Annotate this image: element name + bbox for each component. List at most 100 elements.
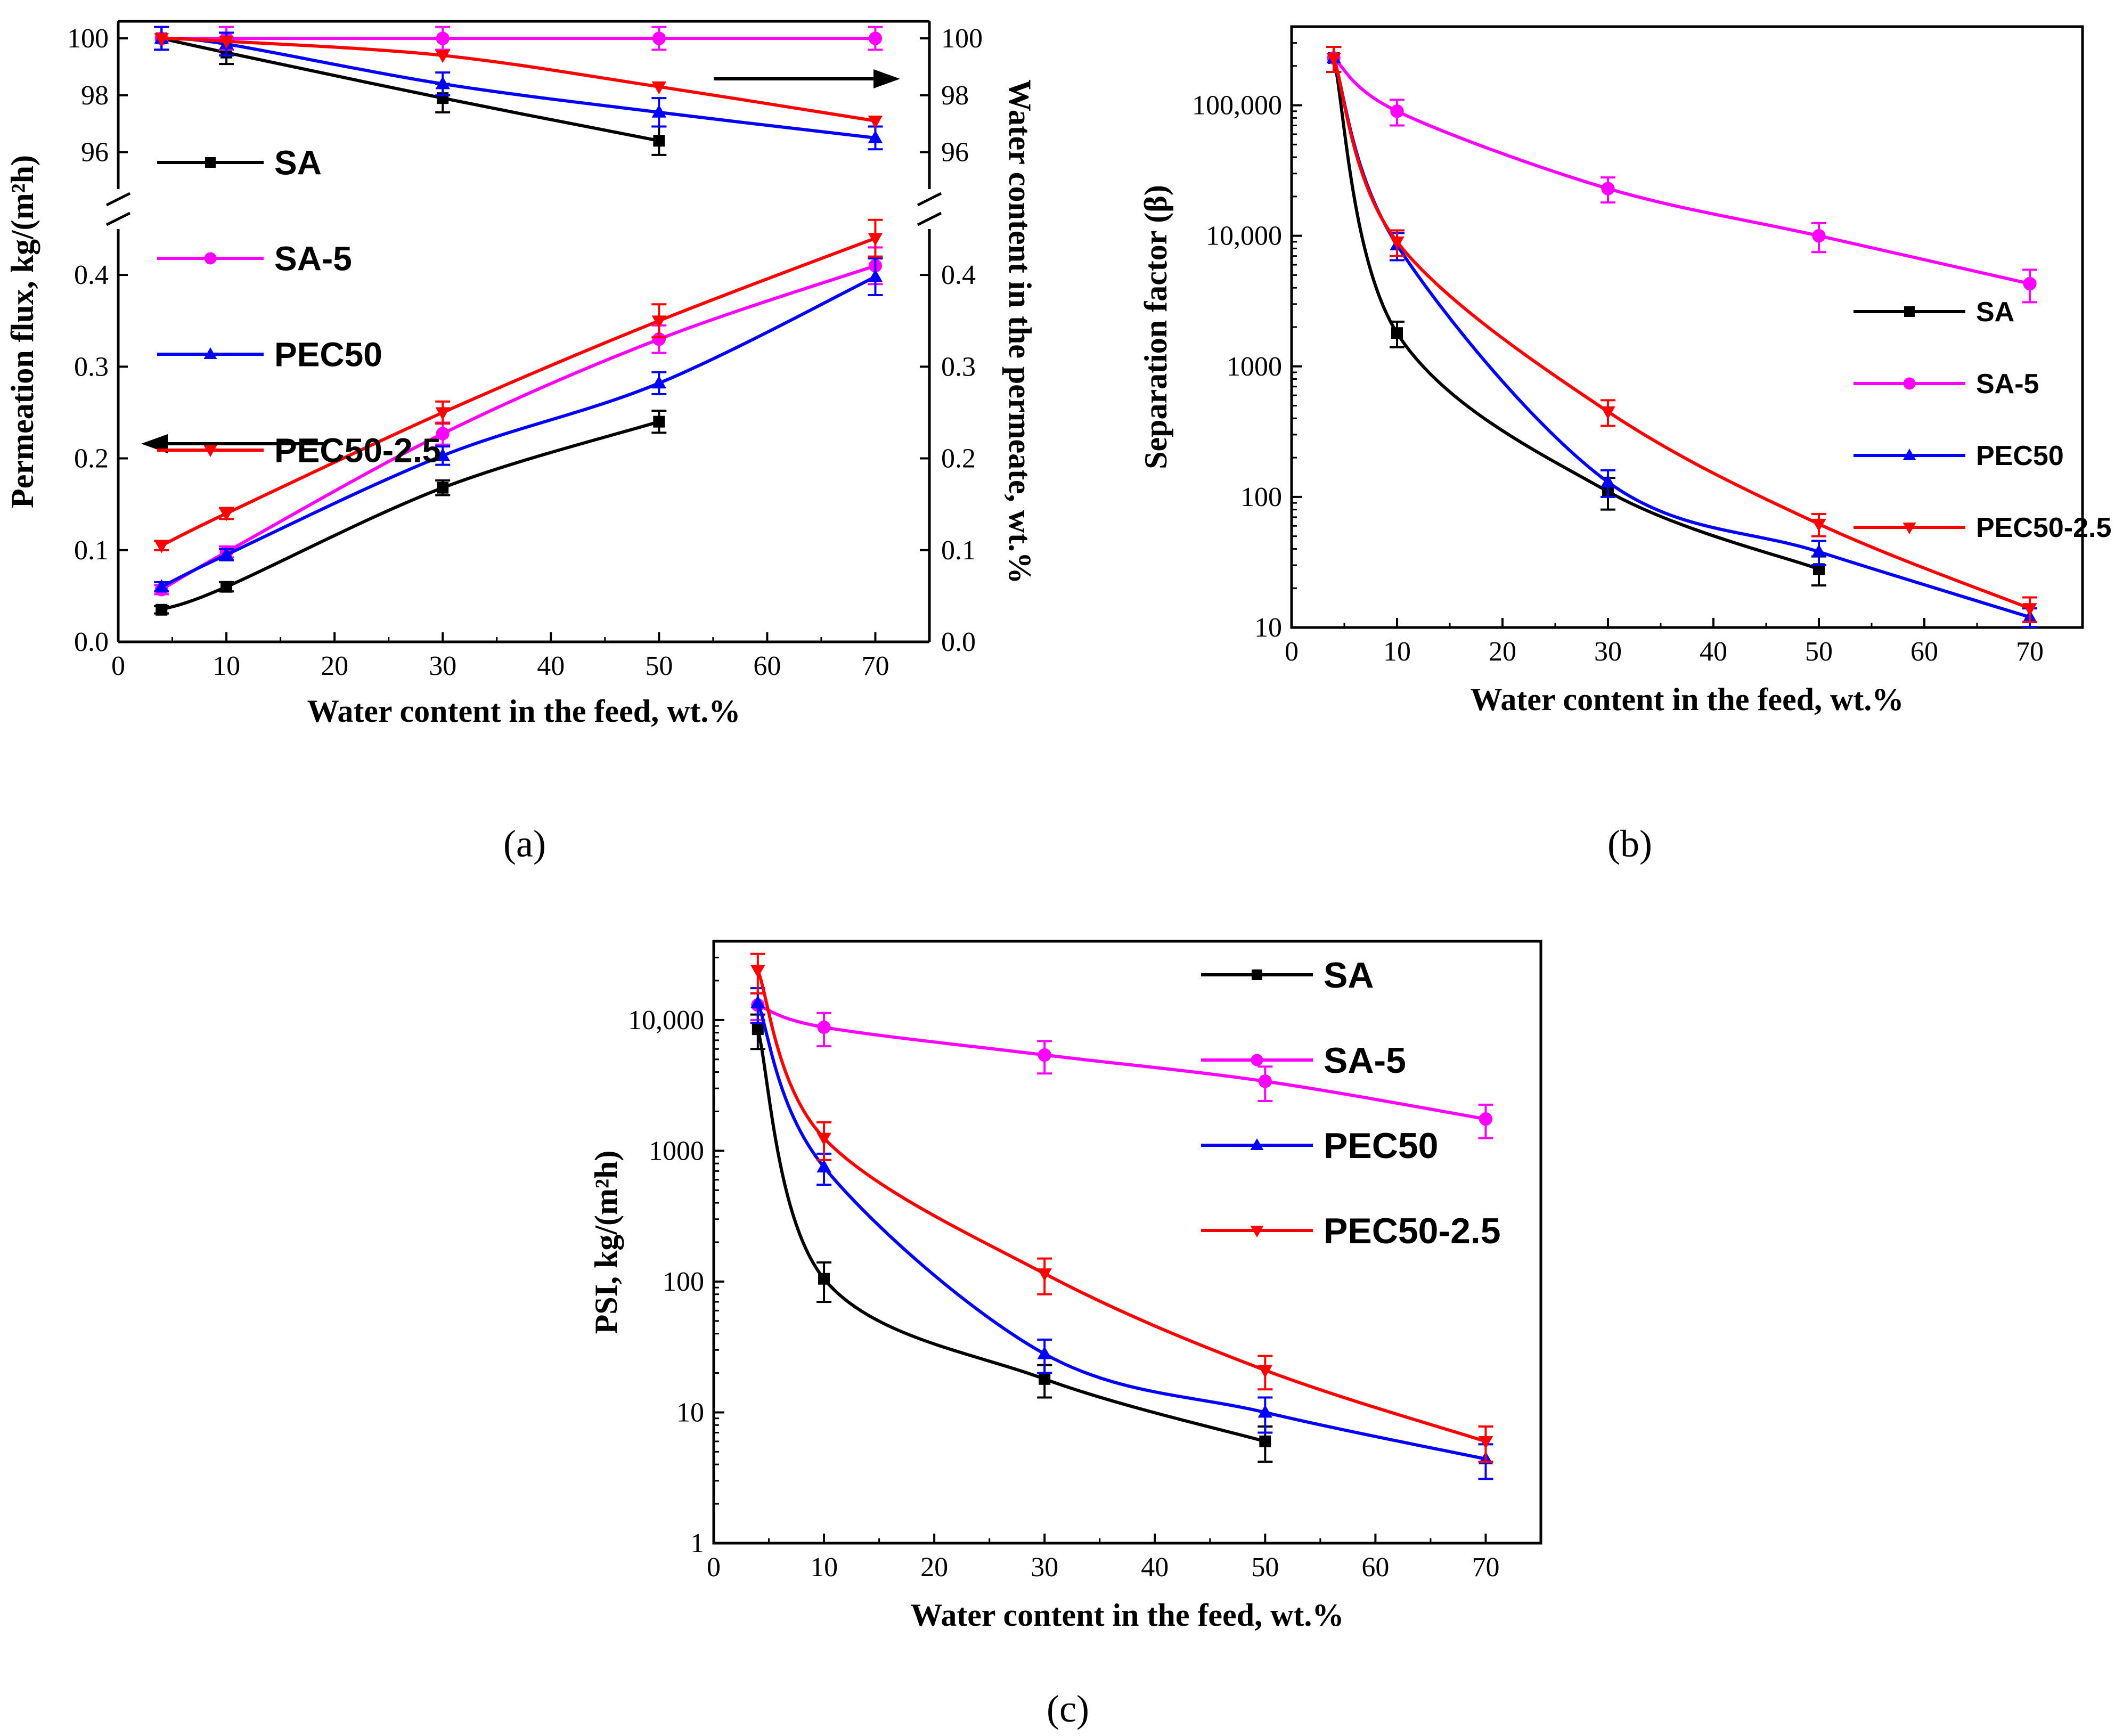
a-legend-marker-PEC50-2.5 (203, 445, 217, 457)
c-legend-label-PEC50-2.5: PEC50-2.5 (1324, 1211, 1501, 1251)
c-point-PEC50-2.5-0 (750, 965, 765, 978)
b-ytick-label-0: 10 (1254, 613, 1282, 643)
b-point-PEC50-2.5-3 (1811, 518, 1826, 532)
a-ytick-label-left-upper-2: 100 (67, 23, 109, 54)
a-ytick-label-right-lower-1: 0.1 (941, 535, 976, 566)
a-xtick-label-40: 40 (537, 651, 565, 681)
a-legend-label-SA-5: SA-5 (274, 239, 352, 278)
c-point-PEC50-2 (1037, 1346, 1052, 1359)
a-ytick-label-right-lower-0: 0.0 (941, 627, 976, 657)
a-ytick-label-left-upper-0: 96 (81, 137, 109, 168)
b-legend-marker-PEC50-2.5 (1902, 523, 1916, 534)
a-water-point-PEC50-4 (868, 130, 883, 143)
c-panel-label: (c) (1047, 1688, 1089, 1730)
b-ytick-label-3: 10,000 (1206, 221, 1282, 251)
a-ylabel-right: Water content in the permeate, wt.% (1002, 79, 1038, 584)
a-flux-point-PEC50-3 (651, 376, 667, 389)
c-point-PEC50-2.5-2 (1037, 1268, 1052, 1282)
b-point-PEC50-2.5-2 (1601, 406, 1615, 420)
a-flux-point-SA-2 (437, 482, 449, 494)
a-legend-marker-SA-5 (204, 252, 217, 265)
c-xtick-label-50: 50 (1251, 1552, 1279, 1583)
a-ytick-label-left-lower-3: 0.3 (74, 352, 109, 382)
c-ytick-label-1: 10 (676, 1397, 704, 1428)
c-xtick-label-0: 0 (707, 1552, 721, 1583)
a-water-point-PEC50-2.5-3 (651, 81, 667, 95)
a-xtick-label-10: 10 (213, 651, 240, 681)
c-point-PEC50-1 (816, 1159, 831, 1172)
a-ytick-label-right-upper-1: 98 (941, 80, 969, 111)
a-flux-point-PEC50-1 (219, 547, 234, 560)
c-legend-marker-PEC50 (1250, 1138, 1264, 1150)
b-point-PEC50-3 (1811, 544, 1826, 557)
b-xtick-label-0: 0 (1285, 637, 1299, 667)
a-axis-break-2-0 (105, 211, 131, 226)
c-xtick-label-20: 20 (920, 1552, 948, 1583)
a-xtick-label-0: 0 (111, 651, 125, 681)
a-flux-point-SA-5-2 (436, 427, 450, 441)
a-ytick-label-right-lower-3: 0.3 (941, 352, 976, 382)
chart-c: 1 10 100 1000 10,000 0 10 20 30 40 50 60 70 SA SA-5 PEC… (589, 940, 1542, 1730)
b-legend-marker-SA (1904, 306, 1915, 317)
c-point-SA-5-2 (1038, 1048, 1051, 1062)
a-ytick-label-right-upper-0: 96 (941, 137, 969, 168)
c-xtick-label-40: 40 (1141, 1552, 1169, 1583)
a-axis-break-1-1 (917, 192, 942, 207)
c-point-PEC50-0 (750, 995, 765, 1008)
chart-a: 0.0 0.0 0.1 0.1 0.2 0.2 0.3 0.3 0.4 0.4 96 96 98 98 10… (5, 20, 1038, 865)
c-xlabel: Water content in the feed, wt.% (911, 1598, 1344, 1633)
b-xtick-label-10: 10 (1383, 637, 1411, 667)
a-flux-point-PEC50-2.5-0 (154, 540, 169, 553)
a-legend-label-SA: SA (274, 143, 322, 182)
a-ytick-label-left-lower-1: 0.1 (74, 535, 109, 566)
a-flux-line-PEC50 (160, 275, 876, 589)
c-legend-label-SA: SA (1324, 955, 1374, 996)
b-point-SA-5-4 (2023, 276, 2037, 291)
c-ylabel: PSI, kg/(m²h) (589, 1151, 624, 1334)
c-point-SA-5-1 (817, 1020, 831, 1034)
a-ytick-label-left-lower-4: 0.4 (74, 260, 109, 290)
c-point-SA-2 (1039, 1373, 1051, 1385)
a-flux-point-SA-0 (156, 604, 168, 616)
c-legend-marker-SA-5 (1251, 1054, 1263, 1066)
a-water-point-PEC50-2.5-2 (435, 50, 450, 63)
a-flux-point-PEC50-4 (868, 269, 883, 282)
a-ytick-label-left-lower-0: 0.0 (74, 627, 109, 657)
a-flux-point-PEC50-2 (435, 448, 450, 461)
a-flux-line-SA (161, 420, 660, 612)
a-xtick-label-70: 70 (861, 651, 889, 681)
b-ylabel: Separation factor (β) (1138, 185, 1173, 469)
b-xtick-label-60: 60 (1910, 637, 1938, 667)
a-flux-point-PEC50-2.5-3 (651, 315, 667, 329)
a-xtick-label-50: 50 (645, 651, 673, 681)
c-legend-marker-PEC50-2.5 (1250, 1226, 1264, 1237)
a-water-line-SA (161, 37, 659, 143)
b-point-PEC50-2.5-0 (1326, 53, 1341, 66)
a-xtick-label-60: 60 (753, 651, 781, 681)
a-flux-line-SA-5 (160, 264, 876, 591)
b-ytick-label-4: 100,000 (1192, 91, 1282, 121)
b-point-SA-1 (1391, 327, 1403, 339)
a-legend-marker-PEC50 (203, 347, 217, 359)
b-legend-label-PEC50: PEC50 (1976, 441, 2064, 471)
b-xtick-label-40: 40 (1700, 637, 1727, 667)
b-ytick-label-2: 1000 (1227, 352, 1282, 382)
c-legend-label-SA-5: SA-5 (1324, 1040, 1406, 1081)
a-water-point-SA-5-2 (436, 31, 450, 45)
c-point-PEC50-3 (1258, 1405, 1273, 1418)
b-xtick-label-50: 50 (1805, 637, 1833, 667)
b-line-PEC50 (1332, 57, 2030, 619)
c-point-SA-5-3 (1258, 1074, 1272, 1088)
c-ytick-label-2: 100 (663, 1267, 704, 1297)
b-xtick-label-30: 30 (1594, 637, 1622, 667)
a-panel-label: (a) (503, 822, 546, 865)
b-legend-label-SA-5: SA-5 (1976, 369, 2039, 400)
b-xtick-label-70: 70 (2016, 637, 2044, 667)
b-line-SA-5 (1333, 56, 2030, 286)
b-panel-label: (b) (1607, 822, 1652, 865)
c-legend-marker-SA (1252, 969, 1262, 980)
b-point-PEC50-2 (1601, 474, 1615, 487)
b-xtick-label-20: 20 (1489, 637, 1516, 667)
b-point-SA-5-1 (1390, 104, 1404, 118)
